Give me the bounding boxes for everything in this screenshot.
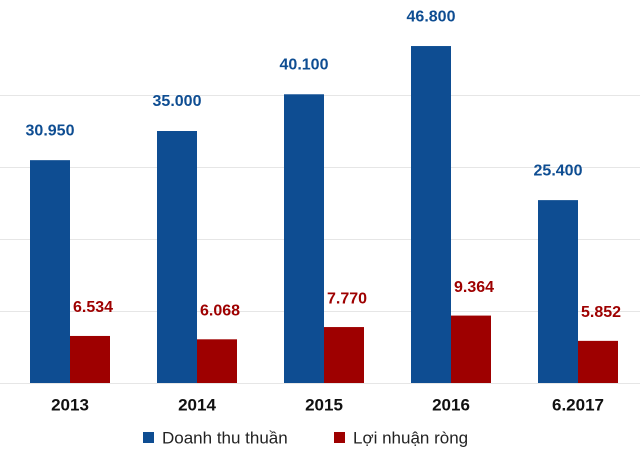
legend-swatch bbox=[143, 432, 154, 443]
x-tick-label: 6.2017 bbox=[552, 395, 604, 414]
value-label: 9.364 bbox=[454, 279, 494, 296]
value-label: 40.100 bbox=[280, 56, 329, 73]
legend-label: Doanh thu thuần bbox=[162, 428, 288, 447]
x-tick-label: 2016 bbox=[432, 395, 470, 414]
x-tick-label: 2013 bbox=[51, 395, 89, 414]
bar bbox=[538, 200, 578, 383]
bar bbox=[30, 160, 70, 383]
bar bbox=[70, 335, 110, 383]
value-label: 30.950 bbox=[26, 122, 75, 139]
value-label: 25.400 bbox=[534, 162, 583, 179]
x-tick-label: 2014 bbox=[178, 395, 216, 414]
value-label: 46.800 bbox=[407, 8, 456, 25]
legend-swatch bbox=[334, 432, 345, 443]
bar bbox=[284, 94, 324, 383]
bar bbox=[451, 315, 491, 383]
x-tick-label: 2015 bbox=[305, 395, 343, 414]
value-label: 7.770 bbox=[327, 290, 367, 307]
bar bbox=[578, 340, 618, 383]
value-label: 6.534 bbox=[73, 299, 113, 316]
legend-label: Lợi nhuận ròng bbox=[353, 428, 468, 447]
value-label: 6.068 bbox=[200, 303, 240, 320]
bar bbox=[157, 131, 197, 383]
value-label: 5.852 bbox=[581, 304, 621, 321]
bar bbox=[324, 327, 364, 383]
bar bbox=[197, 339, 237, 383]
bar bbox=[411, 46, 451, 383]
value-label: 35.000 bbox=[153, 93, 202, 110]
